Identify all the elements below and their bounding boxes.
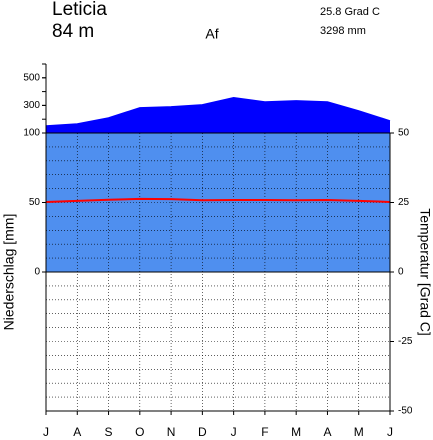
y2-tick-label: 0 xyxy=(398,267,404,278)
x-tick-label: J xyxy=(387,425,393,439)
chart-subtitle: 84 m xyxy=(52,21,94,42)
y-tick-label: 50 xyxy=(29,197,41,208)
y-tick-label: 500 xyxy=(23,72,40,83)
mean-temperature: 25.8 Grad C xyxy=(320,6,380,18)
x-tick-label: J xyxy=(43,425,49,439)
x-tick-label: M xyxy=(291,425,301,439)
x-tick-label: F xyxy=(261,425,268,439)
x-tick-label: N xyxy=(167,425,176,439)
chart-title: Leticia xyxy=(52,0,107,20)
x-tick-label: A xyxy=(323,425,331,439)
x-tick-label: A xyxy=(73,425,81,439)
y-tick-label: 300 xyxy=(23,100,40,111)
y2-tick-label: 50 xyxy=(398,128,410,139)
y2-axis-label: Temperatur [Grad C] xyxy=(417,208,433,336)
y-tick-label: 0 xyxy=(34,267,40,278)
x-tick-label: D xyxy=(198,425,207,439)
y-axis-label: Niederschlag [mm] xyxy=(1,214,17,331)
precipitation-line xyxy=(45,97,391,127)
y2-tick-label: -25 xyxy=(398,336,413,347)
temperature-line xyxy=(45,197,391,203)
x-tick-label: M xyxy=(354,425,364,439)
y2-tick-label: 25 xyxy=(398,197,410,208)
y-tick-label: 100 xyxy=(23,128,40,139)
x-tick-label: O xyxy=(135,425,144,439)
climate-class: Af xyxy=(205,26,218,42)
annual-precipitation: 3298 mm xyxy=(320,25,366,37)
x-tick-label: S xyxy=(105,425,113,439)
y2-tick-label: -50 xyxy=(398,406,413,417)
perhumid-area xyxy=(46,97,390,133)
x-tick-label: J xyxy=(231,425,237,439)
